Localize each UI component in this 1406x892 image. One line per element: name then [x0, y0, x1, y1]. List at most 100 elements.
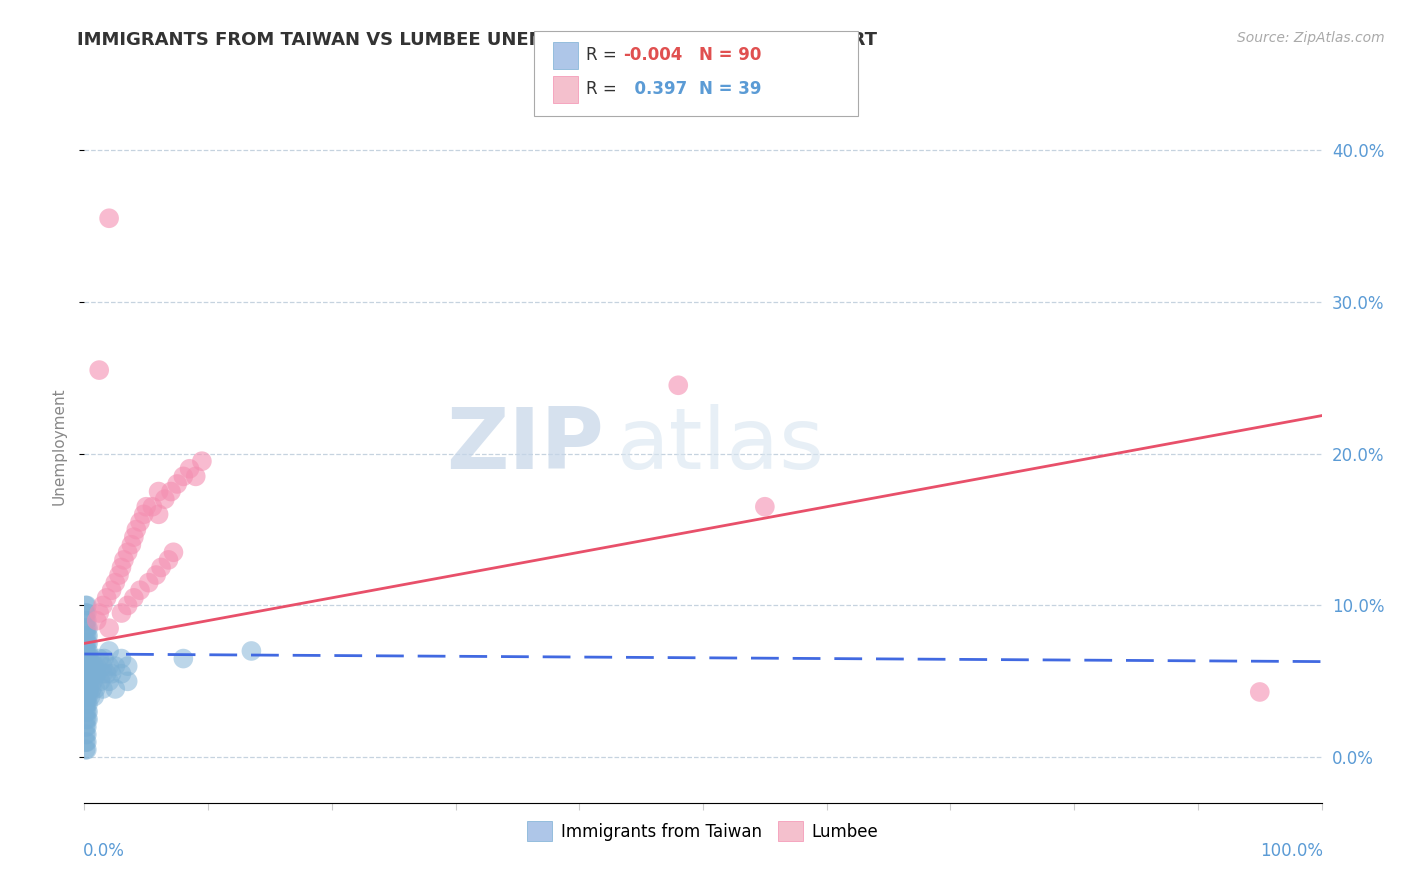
- Point: [138, 575, 160, 590]
- Point: [75, 705, 97, 719]
- Text: ZIP: ZIP: [446, 404, 605, 488]
- Point: [75, 606, 97, 620]
- Point: [104, 575, 127, 590]
- Legend: Immigrants from Taiwan, Lumbee: Immigrants from Taiwan, Lumbee: [520, 814, 886, 848]
- Point: [160, 484, 183, 499]
- Point: [79, 659, 101, 673]
- Point: [153, 492, 176, 507]
- Point: [76, 697, 98, 711]
- Point: [83, 690, 105, 704]
- Point: [83, 659, 105, 673]
- Point: [93, 651, 115, 665]
- Point: [76, 674, 98, 689]
- Point: [75, 697, 97, 711]
- Point: [89, 606, 111, 620]
- Point: [117, 659, 139, 673]
- Point: [77, 697, 100, 711]
- Point: [98, 621, 121, 635]
- Point: [75, 614, 97, 628]
- Point: [86, 659, 108, 673]
- Point: [191, 454, 214, 468]
- Point: [122, 591, 145, 605]
- Point: [86, 666, 108, 681]
- Point: [77, 621, 100, 635]
- Point: [77, 651, 100, 665]
- Point: [75, 674, 97, 689]
- Point: [76, 636, 98, 650]
- Point: [129, 583, 152, 598]
- Point: [77, 644, 100, 658]
- Point: [75, 621, 97, 635]
- Point: [76, 735, 98, 749]
- Point: [91, 666, 114, 681]
- Point: [98, 674, 121, 689]
- Point: [76, 614, 98, 628]
- Point: [76, 606, 98, 620]
- Text: R =: R =: [586, 46, 623, 64]
- Point: [75, 636, 97, 650]
- Point: [240, 644, 263, 658]
- Point: [108, 568, 131, 582]
- Text: -0.004: -0.004: [623, 46, 682, 64]
- Point: [91, 599, 114, 613]
- Point: [80, 681, 103, 696]
- Point: [162, 545, 184, 559]
- Point: [77, 636, 100, 650]
- Point: [75, 629, 97, 643]
- Point: [75, 742, 97, 756]
- Point: [112, 553, 135, 567]
- Point: [82, 666, 104, 681]
- Text: N = 90: N = 90: [699, 46, 761, 64]
- Point: [104, 681, 127, 696]
- Point: [76, 651, 98, 665]
- Point: [79, 659, 101, 673]
- Point: [1249, 685, 1271, 699]
- Point: [76, 690, 98, 704]
- Point: [98, 659, 121, 673]
- Point: [148, 484, 170, 499]
- Point: [666, 378, 689, 392]
- Point: [100, 583, 122, 598]
- Point: [84, 666, 107, 681]
- Point: [141, 500, 163, 514]
- Point: [110, 560, 132, 574]
- Point: [157, 553, 180, 567]
- Point: [77, 690, 100, 704]
- Point: [96, 591, 118, 605]
- Point: [77, 674, 100, 689]
- Text: 0.397: 0.397: [623, 80, 688, 98]
- Point: [129, 515, 152, 529]
- Point: [76, 712, 98, 726]
- Point: [86, 614, 108, 628]
- Point: [77, 712, 100, 726]
- Point: [754, 500, 776, 514]
- Point: [150, 560, 173, 574]
- Point: [125, 523, 148, 537]
- Point: [75, 599, 97, 613]
- Point: [79, 666, 101, 681]
- Point: [82, 674, 104, 689]
- Point: [75, 712, 97, 726]
- Point: [75, 659, 97, 673]
- Point: [77, 666, 100, 681]
- Point: [145, 568, 167, 582]
- Point: [76, 742, 98, 756]
- Point: [77, 629, 100, 643]
- Point: [148, 508, 170, 522]
- Point: [77, 705, 100, 719]
- Point: [79, 651, 101, 665]
- Point: [75, 681, 97, 696]
- Text: atlas: atlas: [616, 404, 824, 488]
- Point: [179, 462, 201, 476]
- Point: [76, 666, 98, 681]
- Point: [75, 651, 97, 665]
- Point: [91, 681, 114, 696]
- Point: [84, 681, 107, 696]
- Y-axis label: Unemployment: Unemployment: [51, 387, 66, 505]
- Point: [120, 538, 142, 552]
- Point: [172, 469, 194, 483]
- Point: [76, 659, 98, 673]
- Point: [76, 621, 98, 635]
- Point: [132, 508, 155, 522]
- Point: [76, 720, 98, 734]
